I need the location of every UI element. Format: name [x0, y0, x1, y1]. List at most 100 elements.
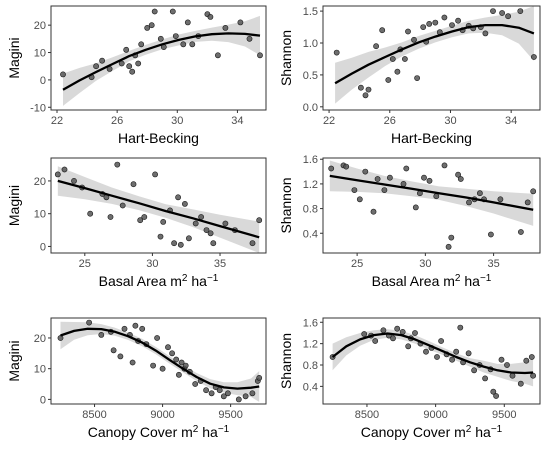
data-point [237, 19, 244, 26]
data-point [121, 325, 128, 332]
data-point [159, 365, 166, 372]
data-point [135, 60, 142, 67]
fit-line [334, 23, 535, 85]
data-point [476, 190, 483, 197]
data-point [177, 241, 184, 248]
data-point [389, 56, 396, 62]
data-point [421, 174, 427, 181]
y-tick-label: 0.4 [303, 228, 318, 240]
x-tick-label: 30 [146, 258, 158, 270]
data-point [182, 362, 189, 369]
data-point [99, 57, 105, 64]
fit-line [329, 174, 534, 211]
data-point [457, 324, 464, 331]
data-point [401, 56, 408, 62]
x-tick-label: 9500 [492, 409, 516, 421]
data-point [505, 13, 511, 20]
x-tick-label: 8500 [82, 409, 106, 421]
y-tick-label: -10 [30, 102, 46, 114]
y-tick-label: 0 [40, 394, 46, 406]
data-point [530, 188, 537, 195]
data-point [361, 331, 368, 337]
data-point [87, 210, 94, 217]
data-point [169, 350, 175, 357]
x-axis-label: Basal Area m2 ha−1 [99, 273, 219, 290]
data-point [172, 33, 179, 39]
y-tick-label: 1.6 [303, 317, 318, 329]
data-point [110, 347, 117, 354]
y-tick-label: 0.4 [303, 381, 318, 393]
data-point [249, 240, 256, 247]
data-point [412, 204, 419, 211]
data-point [181, 200, 188, 207]
data-point [117, 353, 124, 360]
x-tick-label: 34 [231, 115, 243, 127]
x-tick-label: 35 [214, 258, 226, 270]
data-point [216, 387, 223, 394]
panel-border [322, 5, 541, 111]
y-tick-label: 0.0 [303, 102, 318, 114]
data-point [385, 77, 392, 83]
y-axis-label: Magini [6, 340, 22, 381]
y-axis-label: Shannon [278, 177, 294, 233]
data-point [207, 13, 214, 20]
data-point [54, 171, 61, 178]
data-point [98, 331, 105, 338]
data-point [333, 49, 340, 56]
confidence-ribbon [335, 6, 534, 104]
data-point [126, 63, 133, 70]
panel-border [50, 317, 267, 405]
data-point [357, 84, 364, 91]
data-point [203, 387, 209, 394]
x-axis-label: Canopy Cover m2 ha−1 [88, 424, 230, 441]
data-point [449, 356, 455, 363]
x-tick-label: 30 [171, 115, 183, 127]
x-tick-label: 34 [505, 115, 517, 127]
data-point [386, 174, 393, 181]
data-point [123, 46, 130, 53]
data-point [151, 8, 158, 15]
data-point [528, 354, 535, 360]
x-tick-label: 9000 [423, 409, 447, 421]
y-tick-label: 0.5 [303, 70, 318, 82]
panel-1: 22 26 30 34 -10 0 10 20 Hart-Becking Magini [6, 5, 267, 146]
y-axis-label: Magini [6, 185, 22, 226]
data-point [379, 27, 386, 34]
y-tick-label: 1.0 [303, 38, 318, 50]
x-tick-label: 35 [487, 258, 499, 270]
data-point [531, 54, 537, 60]
x-tick-label: 22 [323, 115, 335, 127]
data-point [129, 68, 136, 75]
data-point [242, 393, 249, 400]
data-point [405, 343, 412, 350]
confidence-ribbon [60, 321, 260, 402]
data-point [132, 322, 139, 329]
data-point [207, 230, 214, 237]
data-point [139, 325, 146, 332]
x-tick-label: 25 [79, 258, 91, 270]
y-axis-label: Shannon [278, 333, 294, 389]
data-point [445, 243, 452, 250]
data-point [380, 327, 387, 334]
data-point [214, 52, 221, 59]
y-tick-label: 10 [34, 364, 46, 376]
data-point [129, 359, 136, 366]
data-point [405, 28, 411, 35]
y-tick-label: 1.6 [303, 154, 318, 166]
data-point [411, 36, 417, 43]
data-point [426, 20, 433, 27]
data-point [449, 22, 455, 28]
fit-line [60, 327, 260, 390]
data-point [71, 177, 77, 184]
data-point [497, 196, 504, 203]
panel-border [50, 5, 267, 111]
fit-line [62, 32, 261, 91]
data-point [471, 367, 477, 374]
y-tick-label: 20 [34, 20, 46, 32]
data-point [487, 231, 494, 238]
data-point [414, 75, 420, 81]
data-point [256, 217, 263, 224]
data-point [60, 71, 66, 78]
x-tick-label: 30 [419, 258, 431, 270]
data-point [373, 43, 379, 50]
